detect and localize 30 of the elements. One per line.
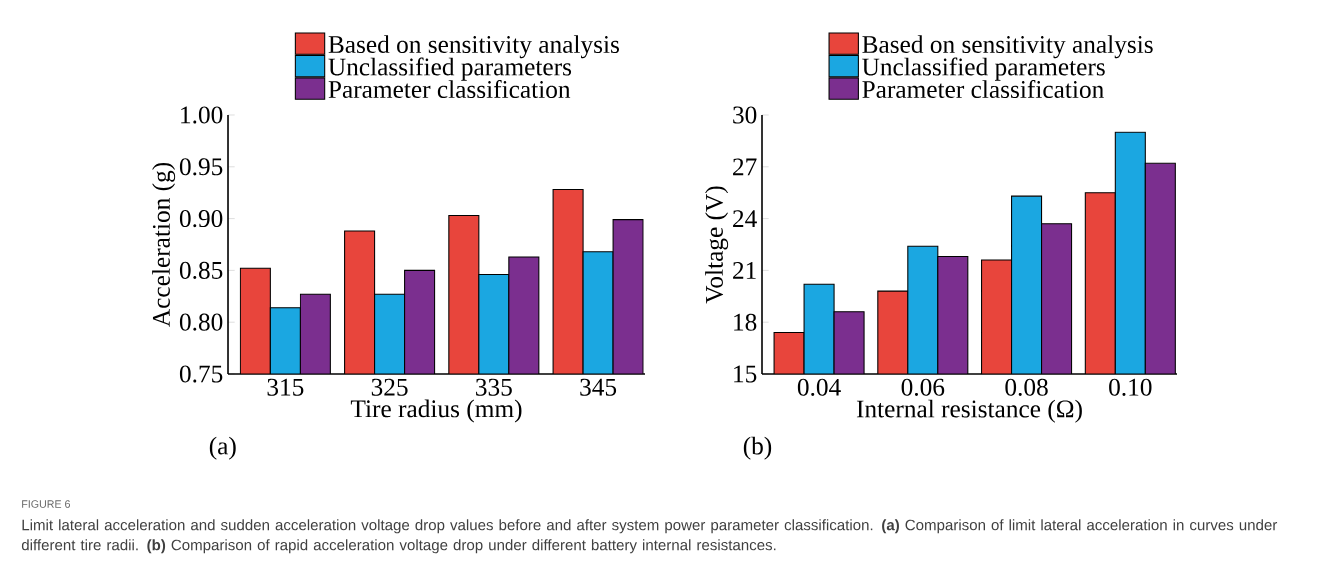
legend-label: Parameter classification xyxy=(862,79,1104,99)
x-tick-label: 315 xyxy=(267,378,304,396)
x-tick-label: 0.08 xyxy=(1005,378,1048,396)
x-tick-label: 0.04 xyxy=(797,378,841,396)
x-tick-label: 325 xyxy=(371,378,408,396)
x-axis-title: Tire radius (mm) xyxy=(350,399,522,423)
y-tick-label: 15 xyxy=(734,365,757,383)
text: (a) xyxy=(209,436,236,460)
y-tick-label: 0.90 xyxy=(179,210,223,228)
x-tick-label: 0.10 xyxy=(1109,378,1152,396)
y-axis-title: Acceleration (g) xyxy=(152,162,176,327)
y-tick-label: 0.85 xyxy=(179,261,223,279)
y-axis-title: Voltage (V) xyxy=(705,186,729,304)
text: Limit lateral acceleration and sudden acceleration voltage drop values before and after system power parameter classification. (a) Comparison of limit lateral acceleration in curves under different tire radii. (b) Comparison of rapid acceleration voltage drop under different battery internal resistances. xyxy=(21,519,1278,554)
x-axis-title: Internal resistance (Ω) xyxy=(856,399,1082,423)
x-tick-label: 335 xyxy=(476,378,512,396)
y-tick-label: 0.80 xyxy=(179,313,223,331)
x-tick-label: 345 xyxy=(580,378,617,396)
y-tick-label: 0.75 xyxy=(179,365,223,383)
y-tick-label: 21 xyxy=(733,262,756,279)
y-tick-label: 0.95 xyxy=(179,158,223,176)
y-tick-label: 27 xyxy=(733,158,757,176)
y-tick-label: 1.00 xyxy=(181,106,223,124)
caption: FIGURE 6 xyxy=(22,500,70,508)
y-tick-label: 24 xyxy=(733,210,757,227)
y-tick-label: 18 xyxy=(734,313,757,331)
legend-label: Parameter classification xyxy=(328,79,571,99)
x-tick-label: 0.06 xyxy=(901,378,945,396)
y-tick-label: 30 xyxy=(733,106,757,124)
text: (b) xyxy=(743,436,772,460)
